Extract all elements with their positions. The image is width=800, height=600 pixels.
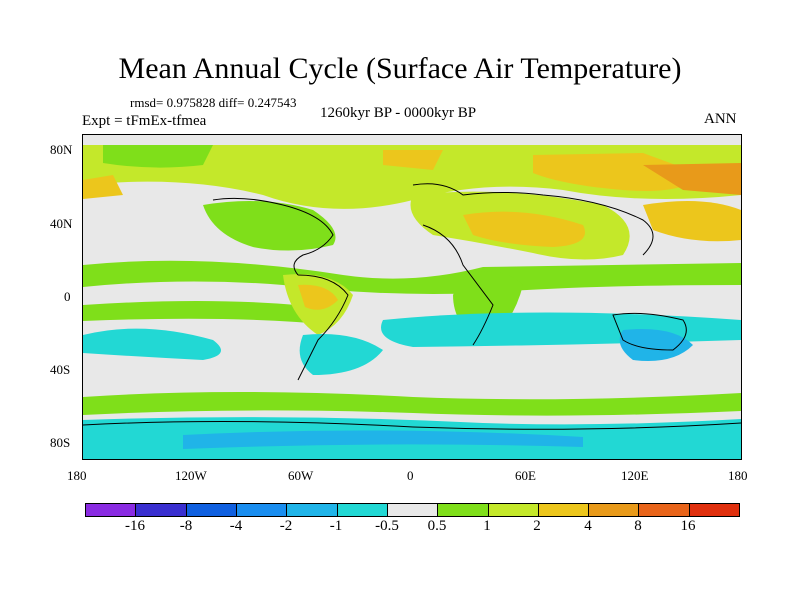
period-label: 1260kyr BP - 0000kyr BP — [320, 105, 477, 121]
lat-label-40s: 40S — [50, 362, 71, 377]
colorbar-swatch-9 — [538, 504, 590, 516]
lon-label-0: 0 — [407, 468, 414, 483]
colorbar-label: -2 — [279, 518, 293, 534]
colorbar-label: -8 — [179, 518, 193, 534]
colorbar-swatch-10 — [589, 504, 640, 516]
map-plot — [82, 134, 742, 460]
colorbar-swatch-3 — [236, 504, 288, 516]
colorbar-swatch-6 — [387, 504, 439, 516]
colorbar-swatch-4 — [287, 504, 338, 516]
colorbar-swatch-5 — [337, 504, 388, 516]
colorbar-swatch-2 — [186, 504, 237, 516]
colorbar-label: 1 — [483, 518, 491, 534]
colorbar-label: -0.5 — [375, 518, 399, 534]
anomaly-field — [83, 135, 741, 459]
colorbar-label: 0.5 — [427, 518, 447, 534]
stats-line: rmsd= 0.975828 diff= 0.247543 — [130, 95, 297, 110]
colorbar — [85, 503, 740, 517]
lat-label-80n: 80N — [50, 142, 73, 157]
colorbar-swatch-0 — [86, 504, 137, 516]
experiment-label: Expt = tFmEx-tfmea — [82, 113, 207, 129]
colorbar-swatch-11 — [639, 504, 690, 516]
colorbar-label: 2 — [533, 518, 541, 534]
colorbar-swatch-12 — [689, 504, 740, 516]
lon-label-60w: 60W — [288, 468, 314, 483]
lon-label-120e: 120E — [621, 468, 649, 483]
lon-label-180e: 180 — [728, 468, 748, 483]
chart-title: Mean Annual Cycle (Surface Air Temperatu… — [118, 52, 682, 85]
colorbar-swatch-7 — [438, 504, 489, 516]
colorbar-label: -4 — [229, 518, 243, 534]
colorbar-swatch-1 — [136, 504, 187, 516]
season-label: ANN — [704, 111, 737, 127]
lat-label-0: 0 — [64, 289, 71, 304]
lon-label-180w: 180 — [67, 468, 87, 483]
colorbar-swatch-8 — [488, 504, 539, 516]
lon-label-120w: 120W — [175, 468, 207, 483]
lat-label-40n: 40N — [50, 216, 73, 231]
colorbar-label: 4 — [584, 518, 592, 534]
lat-label-80s: 80S — [50, 435, 71, 450]
colorbar-label: 8 — [634, 518, 642, 534]
colorbar-label: -1 — [329, 518, 343, 534]
colorbar-label: -16 — [125, 518, 145, 534]
colorbar-label: 16 — [680, 518, 696, 534]
lon-label-60e: 60E — [515, 468, 536, 483]
